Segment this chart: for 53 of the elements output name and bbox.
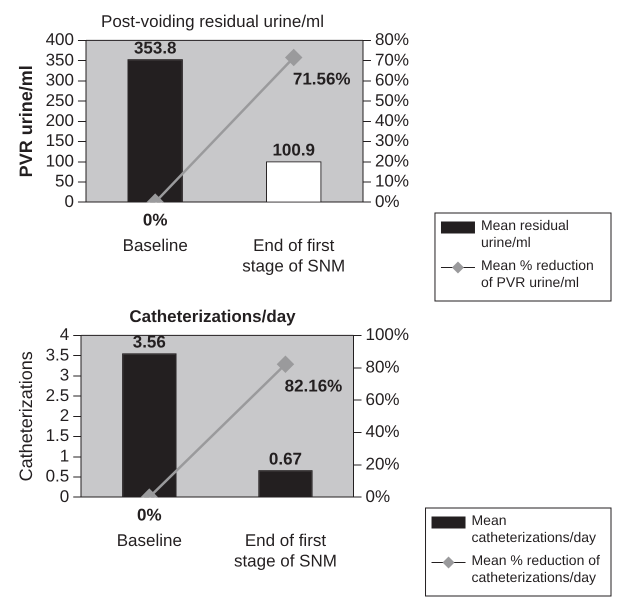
data-label: 0%: [137, 505, 162, 524]
y-tick-label: 2.5: [46, 386, 70, 405]
y-tick-label: 1.5: [46, 426, 70, 446]
data-label: 82.16%: [284, 376, 342, 396]
data-label: 0%: [142, 210, 168, 230]
y-tick-label: 3.5: [46, 345, 70, 364]
y2-tick-label: 100%: [366, 325, 410, 344]
y-axis-title: PVR urine/ml: [16, 65, 36, 178]
y-tick-label: 0: [64, 192, 74, 211]
data-label: 353.8: [134, 38, 176, 58]
y-axis-title: Catheterizations: [16, 351, 36, 482]
data-label: 0.67: [268, 449, 302, 468]
y-tick-label: 0: [60, 486, 70, 506]
y2-tick-label: 40%: [374, 110, 410, 130]
y2-tick-label: 40%: [366, 422, 400, 442]
data-label: 100.9: [272, 140, 315, 160]
y2-tick-label: 30%: [374, 131, 410, 150]
y-tick-label: 300: [46, 70, 74, 90]
chart-title: Post-voiding residual urine/ml: [101, 12, 324, 31]
legend-label: Mean catheterizations/day: [472, 512, 596, 545]
y2-tick-label: 20%: [374, 151, 410, 170]
y-tick-label: 200: [46, 110, 74, 130]
y-tick-label: 1: [60, 446, 70, 466]
y-tick-label: 400: [46, 30, 74, 50]
legend-label: Mean residual urine/ml: [480, 216, 569, 250]
data-label: 71.56%: [292, 70, 351, 89]
x-tick-label: Baseline: [116, 531, 182, 550]
y2-tick-label: 0%: [366, 486, 390, 506]
y-tick-label: 100: [46, 151, 74, 170]
y-tick-label: 2: [60, 406, 70, 425]
y-tick-label: 250: [46, 90, 74, 110]
y2-tick-label: 70%: [374, 50, 410, 70]
y2-tick-label: 80%: [366, 357, 400, 376]
x-tick-label: End of first stage of SNM: [234, 531, 337, 570]
y2-tick-label: 80%: [374, 30, 410, 50]
chart-title: Catheterizations/day: [129, 306, 296, 326]
y2-tick-label: 50%: [374, 90, 410, 110]
legend-label: Mean % reduction of PVR urine/ml: [480, 256, 594, 290]
y-tick-label: 350: [46, 50, 74, 70]
x-tick-label: End of first stage of SNM: [242, 236, 346, 276]
x-tick-label: Baseline: [122, 236, 188, 256]
y-tick-label: 150: [46, 131, 74, 150]
y2-tick-label: 60%: [374, 70, 410, 90]
data-label: 3.56: [132, 332, 166, 352]
y-tick-label: 4: [60, 325, 70, 344]
y2-tick-label: 20%: [366, 454, 400, 474]
y-tick-label: 50: [55, 172, 74, 191]
y2-tick-label: 0%: [374, 192, 400, 211]
y-tick-label: 3: [60, 366, 70, 385]
y-tick-label: 0.5: [46, 466, 70, 486]
legend-label: Mean % reduction of catheterizations/day: [472, 552, 600, 585]
y2-tick-label: 10%: [374, 172, 410, 191]
y2-tick-label: 60%: [366, 390, 400, 409]
